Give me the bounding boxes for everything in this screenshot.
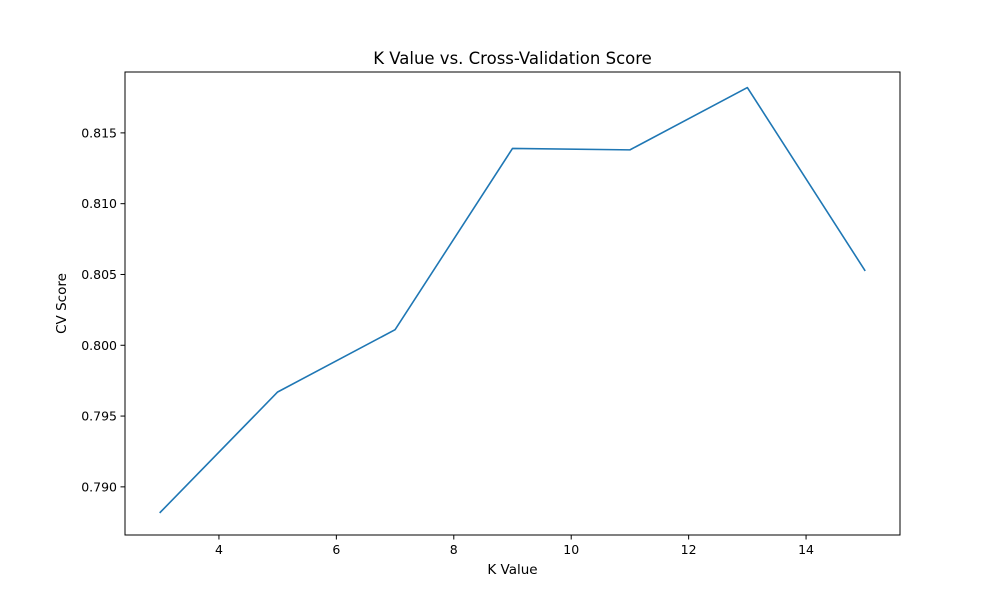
x-tick-label: 6 bbox=[332, 542, 340, 557]
y-tick-label: 0.795 bbox=[81, 409, 117, 424]
series-layer bbox=[159, 86, 866, 514]
chart-title: K Value vs. Cross-Validation Score bbox=[373, 49, 652, 68]
x-tick-label: 8 bbox=[450, 542, 458, 557]
y-tick-label: 0.805 bbox=[81, 267, 117, 282]
x-axis-label: K Value bbox=[487, 562, 537, 578]
y-axis-ticks: 0.790 0.795 0.800 0.805 0.810 0.815 bbox=[81, 125, 125, 494]
x-tick-label: 4 bbox=[215, 542, 223, 557]
y-tick-label: 0.815 bbox=[81, 125, 117, 140]
x-axis-ticks: 4 6 8 10 12 14 bbox=[215, 535, 814, 557]
series-line bbox=[159, 86, 866, 514]
x-tick-label: 12 bbox=[681, 542, 697, 557]
x-tick-label: 14 bbox=[798, 542, 814, 557]
plot-background bbox=[125, 72, 900, 535]
plot-frame bbox=[124, 71, 901, 536]
y-tick-label: 0.790 bbox=[81, 479, 117, 494]
y-tick-label: 0.800 bbox=[81, 338, 117, 353]
plot-area bbox=[125, 72, 900, 535]
y-tick-label: 0.810 bbox=[81, 196, 117, 211]
y-axis-label: CV Score bbox=[54, 273, 70, 334]
x-tick-label: 10 bbox=[563, 542, 579, 557]
